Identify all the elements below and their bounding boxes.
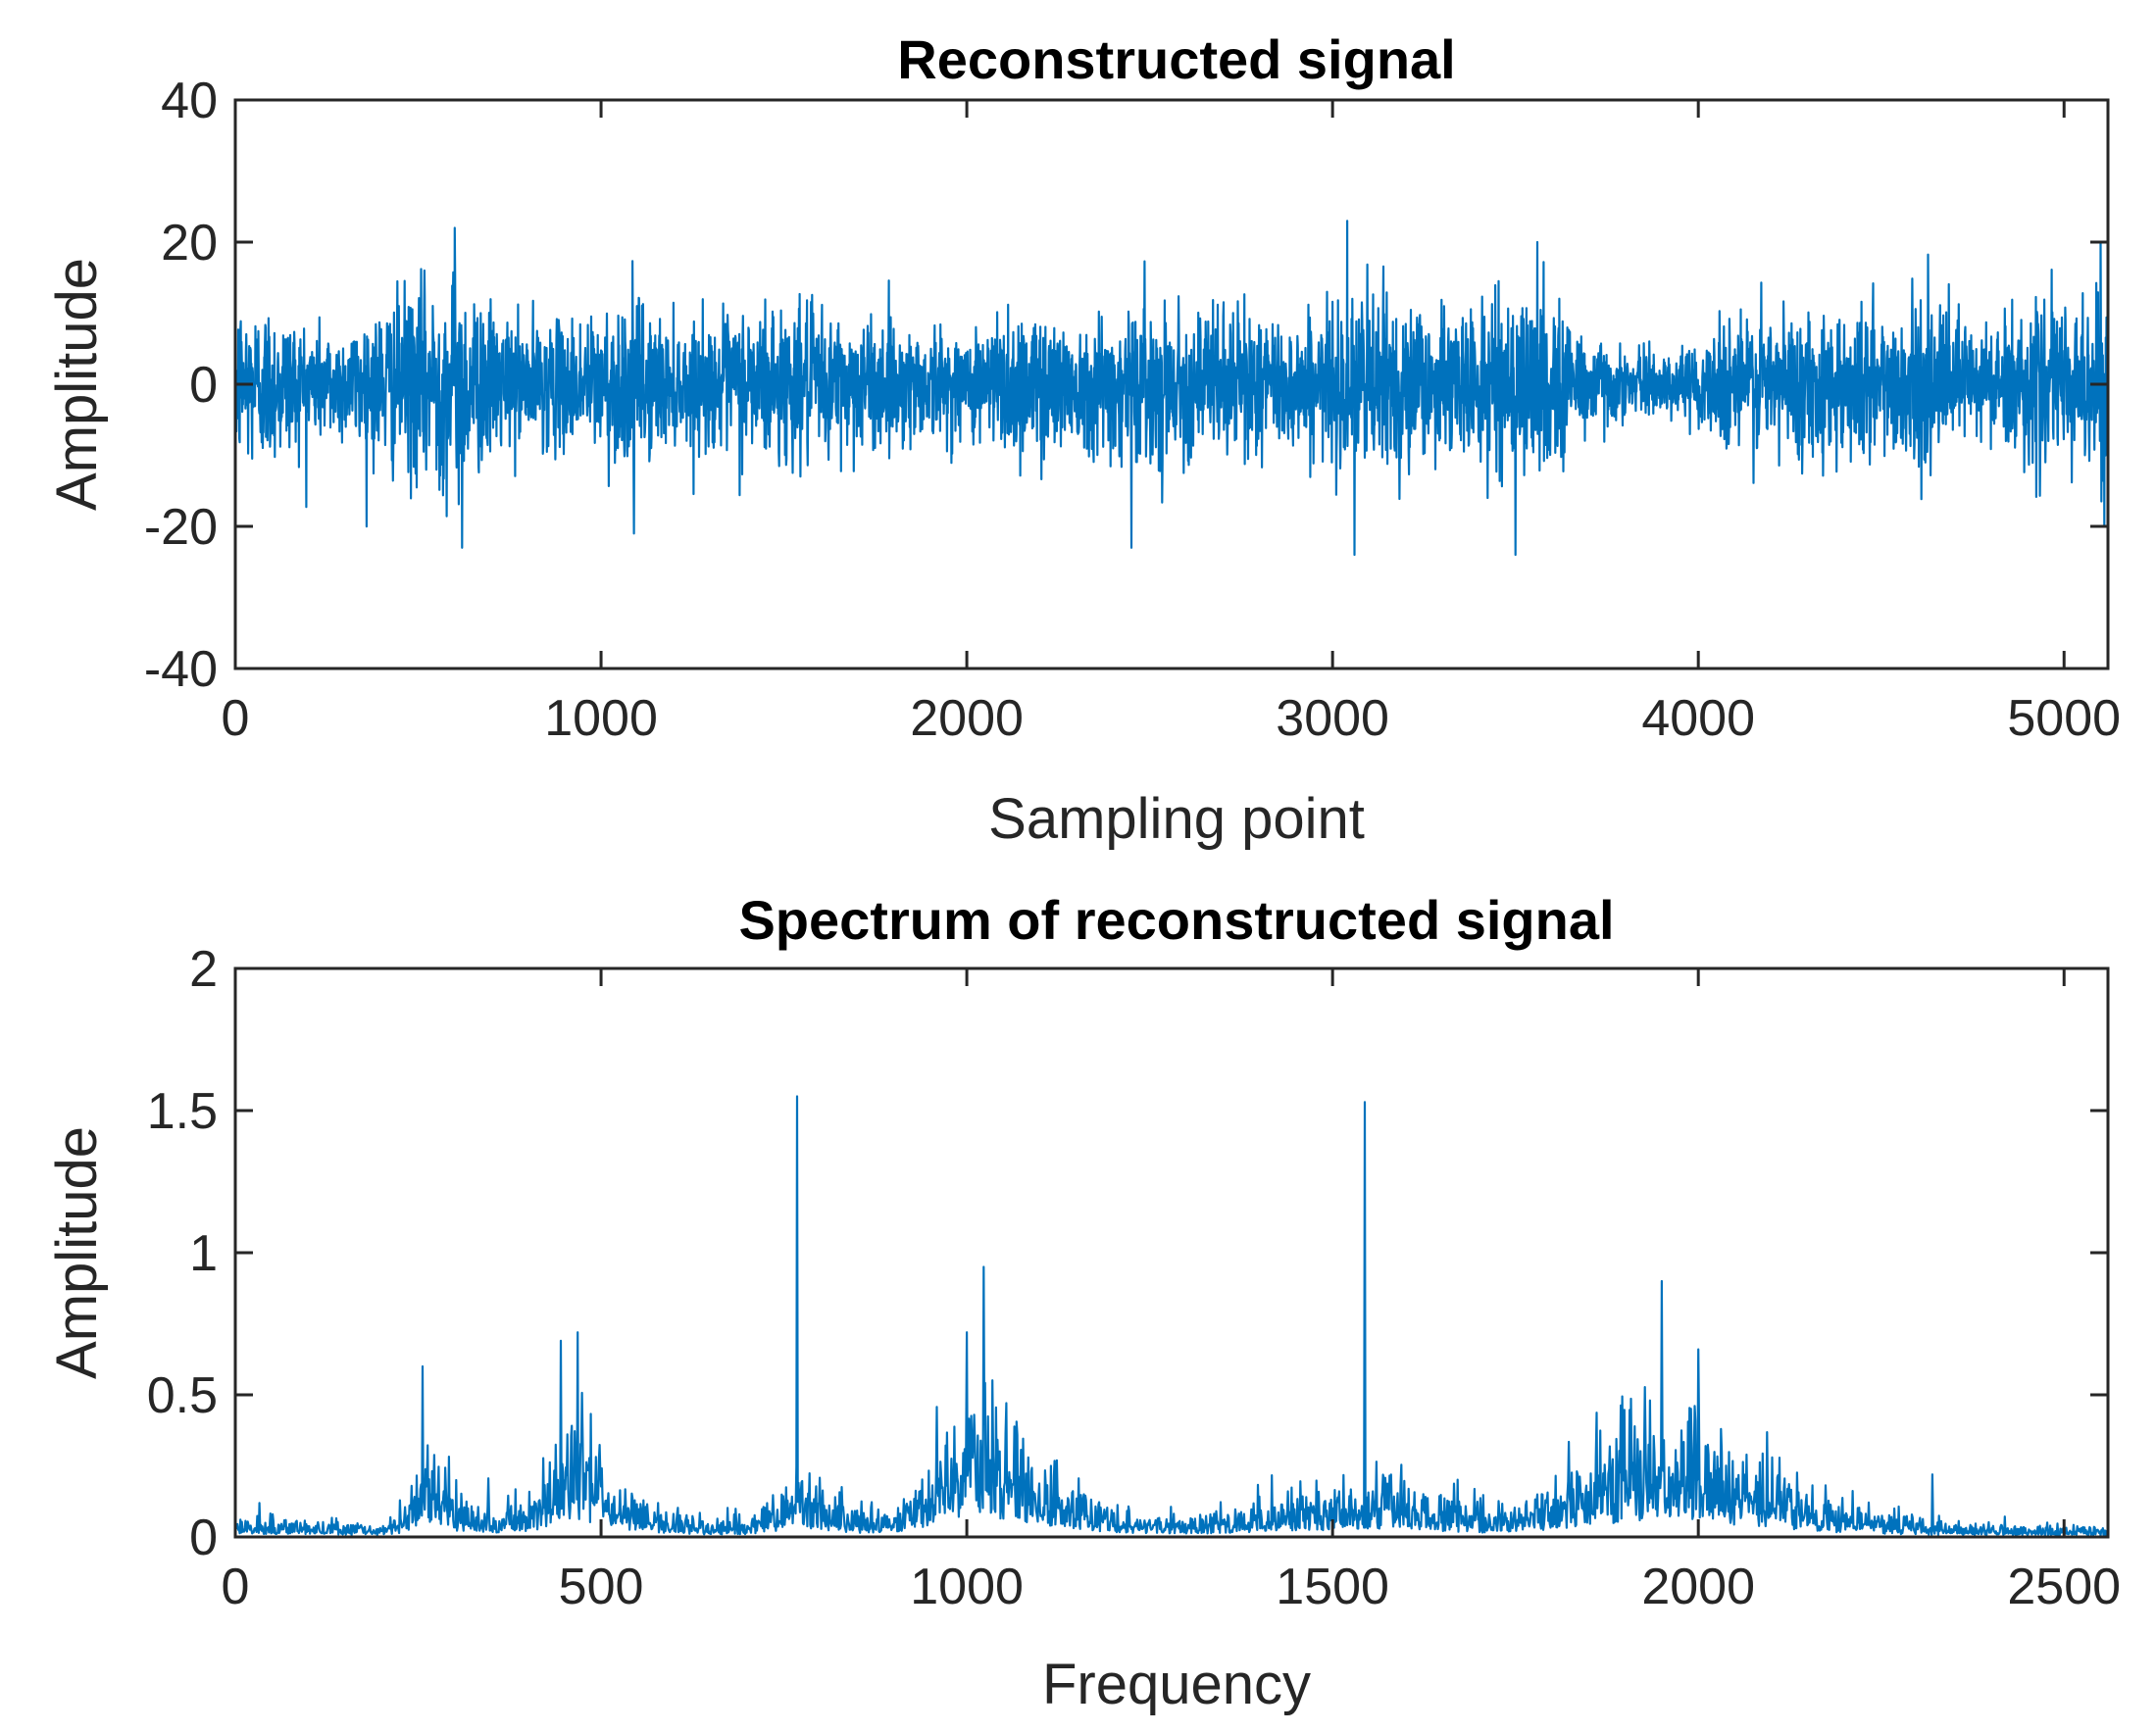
tick-group: 0 500 1000 1500 2000 2500 0 0.5 1 1.5 2	[147, 941, 2121, 1615]
x-tick-label: 1000	[910, 1559, 1024, 1615]
y-tick-label: 20	[161, 215, 218, 272]
x-tick-label: 2500	[2007, 1559, 2121, 1615]
series-line	[233, 1095, 2109, 1537]
x-tick-label: 2000	[910, 690, 1024, 747]
y-tick-label: -20	[144, 499, 218, 556]
x-axis-label: Frequency	[1042, 1653, 1311, 1716]
series-group	[233, 220, 2109, 557]
reconstructed-signal-plot: Reconstructed signal 0 1000 2000 3000 4000 50…	[45, 28, 2121, 851]
x-tick-label: 0	[222, 1559, 250, 1615]
y-tick-label: 1.5	[147, 1083, 218, 1140]
x-tick-label: 2000	[1641, 1559, 1755, 1615]
y-tick-label: 0	[189, 1510, 218, 1566]
y-tick-label: 40	[161, 73, 218, 129]
x-axis-label: Sampling point	[988, 787, 1365, 851]
y-axis-label: Amplitude	[45, 258, 109, 511]
plot-title: Spectrum of reconstructed signal	[738, 889, 1614, 951]
axes-box	[233, 966, 2110, 1539]
x-tick-label: 0	[222, 690, 250, 747]
y-tick-label: 0	[189, 357, 218, 414]
y-tick-label: -40	[144, 641, 218, 698]
y-tick-label: 1	[189, 1225, 218, 1282]
series-line	[233, 220, 2109, 557]
y-tick-label: 2	[189, 941, 218, 998]
x-tick-label: 4000	[1641, 690, 1755, 747]
spectrum-plot: Spectrum of reconstructed signal 0 500 100…	[45, 889, 2121, 1716]
tick-group: 0 1000 2000 3000 4000 5000 -40 -20 0 20 40	[144, 73, 2121, 747]
x-tick-label: 1000	[544, 690, 658, 747]
series-group	[233, 1095, 2109, 1537]
x-tick-label: 500	[559, 1559, 644, 1615]
x-tick-label: 5000	[2007, 690, 2121, 747]
x-tick-label: 1500	[1276, 1559, 1389, 1615]
axes-box	[233, 98, 2110, 670]
y-tick-label: 0.5	[147, 1367, 218, 1424]
plot-title: Reconstructed signal	[897, 28, 1455, 90]
y-axis-label: Amplitude	[45, 1126, 109, 1379]
x-tick-label: 3000	[1276, 690, 1389, 747]
